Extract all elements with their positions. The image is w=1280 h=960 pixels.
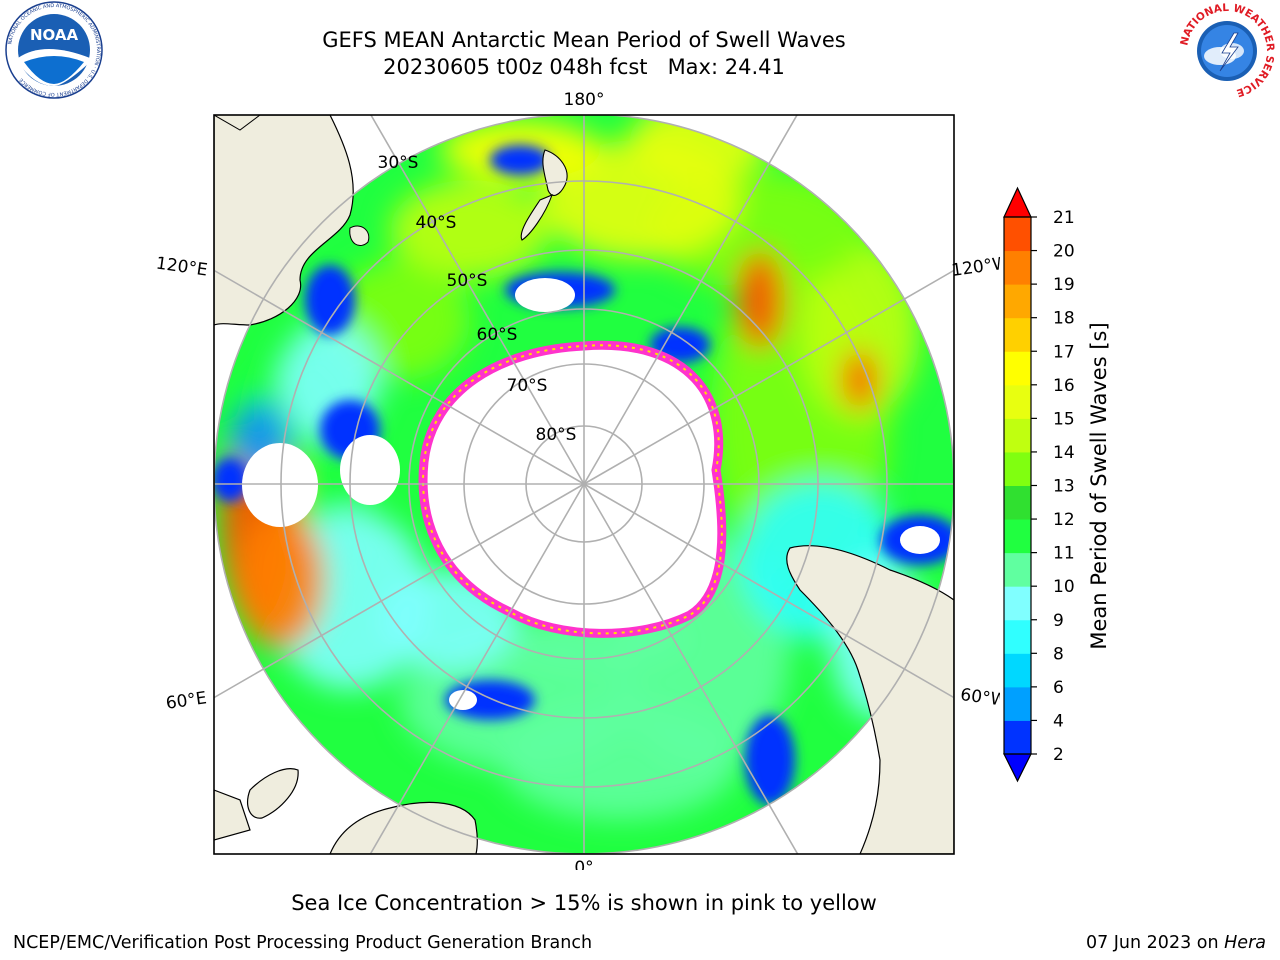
colorbar-tick-label: 20 [1053, 242, 1075, 262]
new-zealand-north [542, 149, 568, 196]
colorbar-band [1004, 284, 1031, 319]
sea-ice-layer [418, 340, 727, 638]
colorbar-tick-label: 10 [1053, 577, 1075, 597]
mainland-africa-edge [214, 789, 251, 841]
national-weather-service-logo: NATIONAL WEATHER SERVICE [1178, 2, 1276, 99]
south-america [786, 545, 954, 854]
colorbar-band [1004, 317, 1031, 352]
colorbar-tick-label: 2 [1053, 745, 1064, 765]
map-frame [213, 114, 955, 855]
meridian-line [583, 483, 954, 699]
colorbar-tick-label: 13 [1053, 477, 1075, 497]
longitude-label: 0° [574, 858, 593, 870]
colorbar-tick-label: 12 [1053, 510, 1075, 530]
masked-region [900, 526, 940, 554]
colorbar-band [1004, 552, 1031, 587]
new-zealand-south [520, 194, 553, 241]
colorbar-band [1004, 519, 1031, 554]
colorbar-extend-max [1003, 186, 1032, 218]
colorbar-band [1004, 720, 1031, 755]
meridian-line [214, 483, 585, 699]
latitude-label: 70°S [507, 376, 548, 396]
meridian-line [583, 269, 954, 485]
latitude-label: 60°S [477, 325, 518, 345]
colorbar-band [1004, 418, 1031, 453]
sea-ice-note: Sea Ice Concentration > 15% is shown in … [291, 891, 877, 915]
footer-credit: NCEP/EMC/Verification Post Processing Pr… [13, 933, 593, 953]
colorbar-band [1004, 217, 1031, 252]
latitude-label: 40°S [416, 213, 457, 233]
colorbar-tick-label: 17 [1053, 342, 1075, 362]
meridian-line [370, 115, 585, 485]
antarctic-swell-period-map: 180°120°E 120°W60°E 60°W0°30°S40°S50°S60°S… [155, 90, 1000, 870]
africa [329, 801, 478, 854]
tasmania [349, 225, 370, 246]
colorbar-band [1004, 686, 1031, 721]
colorbar: 2 4 6 8 9 10 11 12 13 14 15 16 17 18 19 20 21 Mean Perio… [1003, 186, 1111, 783]
colorbar-tick-label: 11 [1053, 544, 1075, 564]
colorbar-tick-label: 18 [1053, 309, 1075, 329]
meridian-line [583, 483, 799, 854]
svg-text:NOAA: NOAA [30, 26, 79, 44]
colorbar-tick-label: 8 [1053, 644, 1064, 664]
map-subtitle: 20230605 t00z 048h fcst Max: 24.41 [383, 55, 785, 79]
masked-region [242, 443, 318, 527]
colorbar-tick-label: 21 [1053, 208, 1075, 228]
colorbar-label: Mean Period of Swell Waves [s] [1087, 322, 1111, 649]
colorbar-band [1004, 653, 1031, 688]
colorbar-band [1004, 485, 1031, 520]
colorbar-band [1004, 451, 1031, 486]
footer-machine: Hera [1224, 933, 1266, 953]
masked-region [340, 435, 400, 505]
colorbar-tick-label: 6 [1053, 678, 1064, 698]
colorbar-band [1004, 586, 1031, 621]
colorbar-extend-min [1003, 753, 1032, 783]
graticule [214, 115, 954, 854]
footer-date: 07 Jun 2023 on Hera [1086, 933, 1266, 953]
colorbar-band [1004, 384, 1031, 419]
meridian-line [369, 483, 585, 854]
low-period-spots [214, 145, 954, 805]
colorbar-tick-label: 9 [1053, 611, 1064, 631]
sea-ice-edge-yellow [422, 344, 723, 635]
colorbar-tick-label: 15 [1053, 409, 1075, 429]
longitude-label: 180° [564, 90, 605, 110]
colorbar-tick-label: 4 [1053, 711, 1064, 731]
meridian-line [583, 115, 798, 485]
noaa-logo: NOAA NATIONAL OCEANIC AND ATMOSPHERIC AD… [5, 1, 103, 99]
colorbar-tick-label: 16 [1053, 376, 1075, 396]
colorbar-tick-label: 19 [1053, 275, 1075, 295]
indonesia-edge [214, 115, 261, 131]
graticule-labels: 180°120°E 120°W60°E 60°W0°30°S40°S50°S60°S… [155, 90, 1000, 870]
footer-date-text: 07 Jun 2023 on [1085, 933, 1225, 953]
colorbar-tick-label: 14 [1053, 443, 1075, 463]
madagascar [247, 768, 299, 819]
meridian-line [214, 269, 585, 485]
latitude-label: 30°S [378, 153, 419, 173]
map-title: GEFS MEAN Antarctic Mean Period of Swell… [322, 28, 846, 52]
latitude-label: 80°S [536, 425, 577, 445]
colorbar-band [1004, 619, 1031, 654]
masked-region [515, 278, 575, 312]
australia [214, 115, 354, 326]
colorbar-band [1004, 351, 1031, 386]
colorbar-band [1004, 250, 1031, 285]
latitude-label: 50°S [447, 271, 488, 291]
